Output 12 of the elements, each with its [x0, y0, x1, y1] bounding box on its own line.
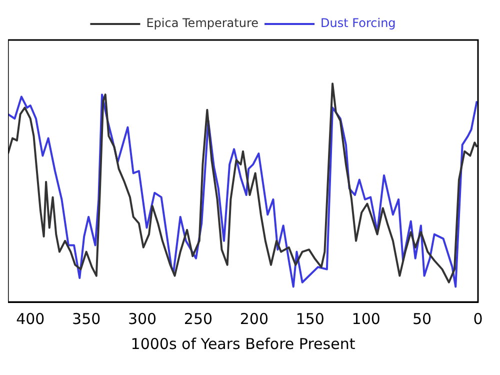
x-tick-label: 250 — [184, 310, 213, 328]
x-tick-label: 0 — [473, 310, 483, 328]
x-tick-label: 50 — [412, 310, 432, 328]
legend-label: Epica Temperature — [146, 16, 259, 30]
legend-label: Dust Forcing — [320, 16, 396, 30]
x-axis-title: 1000s of Years Before Present — [130, 334, 356, 353]
x-tick-label: 350 — [72, 310, 101, 328]
x-tick-label: 400 — [16, 310, 45, 328]
x-tick-label: 200 — [240, 310, 269, 328]
x-tick-label: 300 — [128, 310, 157, 328]
x-tick-label: 100 — [352, 310, 380, 328]
x-tick-label: 150 — [296, 310, 324, 328]
